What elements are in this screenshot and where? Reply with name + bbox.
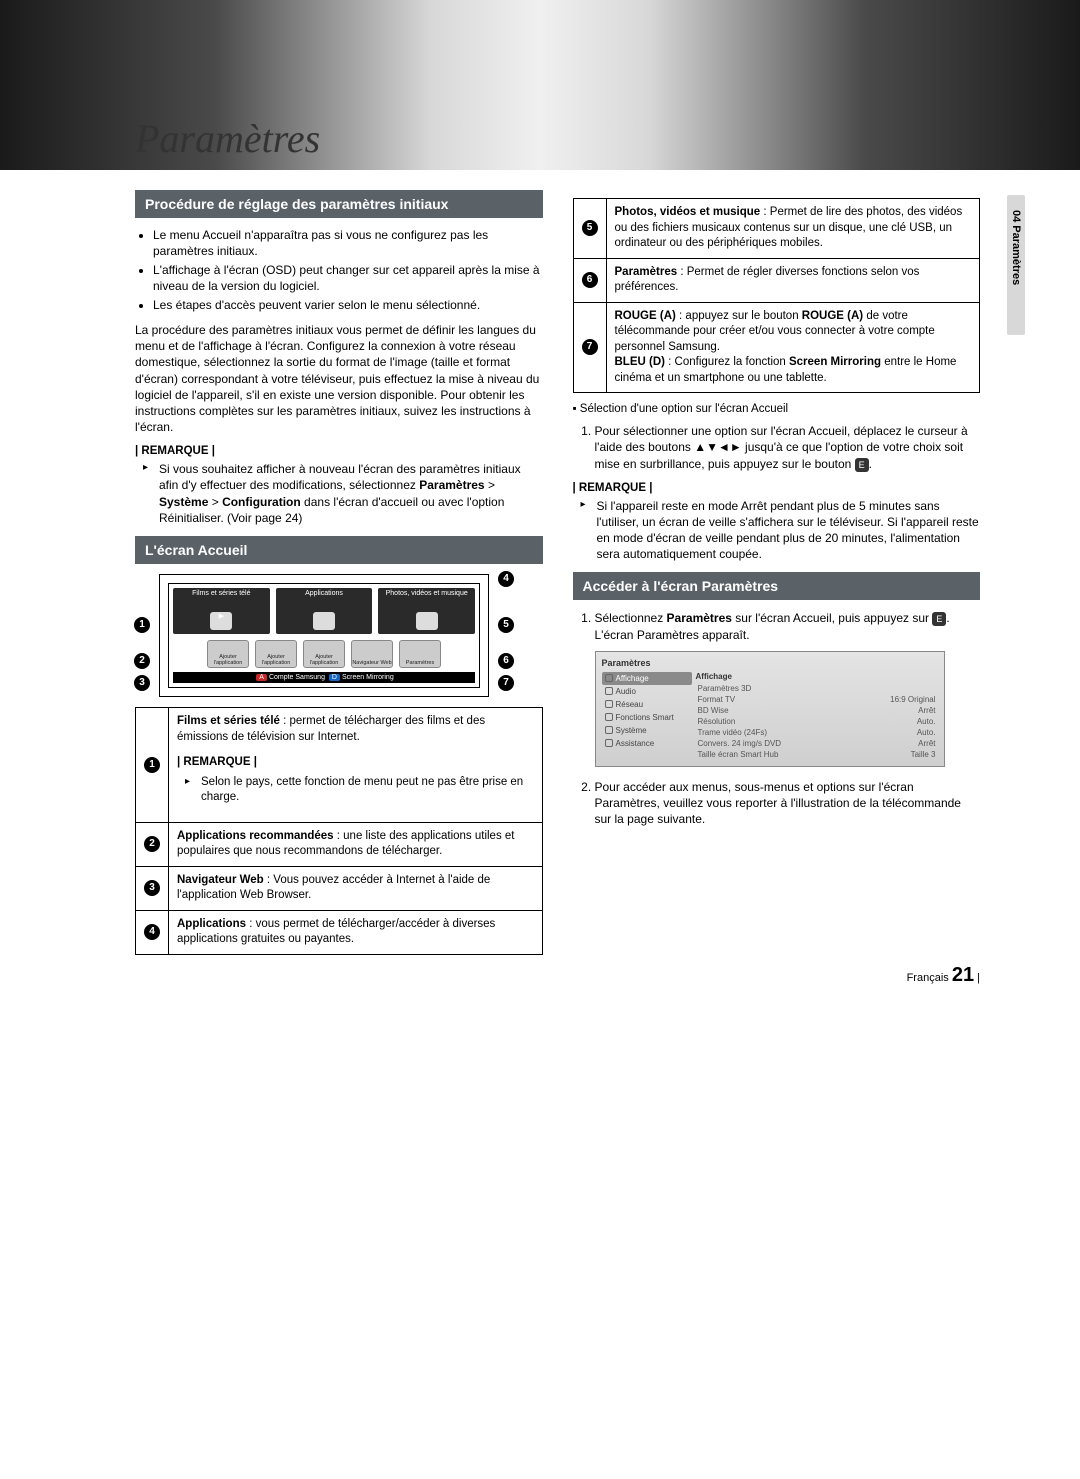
- section1-title: Procédure de réglage des paramètres init…: [135, 190, 543, 218]
- row-desc: Applications : vous permet de télécharge…: [169, 910, 543, 954]
- value-row: BD WiseArrêt: [696, 705, 938, 716]
- row-desc: ROUGE (A) : appuyez sur le bouton ROUGE …: [606, 302, 980, 393]
- row-num: 7: [582, 339, 598, 355]
- diagram-tile-films: Films et séries télé▶: [173, 588, 270, 634]
- section3-title: Accéder à l'écran Paramètres: [573, 572, 981, 600]
- network-icon: [605, 700, 613, 708]
- row-num: 1: [144, 757, 160, 773]
- diagram-tile-media: Photos, vidéos et musique: [378, 588, 475, 634]
- menu-item: Fonctions Smart: [602, 711, 692, 724]
- menu-item: Assistance: [602, 737, 692, 750]
- value-row: Taille écran Smart HubTaille 3: [696, 749, 938, 760]
- remark-list: Si l'appareil reste en mode Arrêt pendan…: [573, 498, 981, 563]
- selection-steps: Pour sélectionner une option sur l'écran…: [573, 423, 981, 472]
- access-steps: Sélectionnez Paramètres sur l'écran Accu…: [573, 610, 981, 642]
- callout-4: 4: [498, 571, 514, 587]
- bullet: Les étapes d'accès peuvent varier selon …: [153, 298, 543, 314]
- smart-icon: [605, 713, 613, 721]
- diagram-bottom-bar: ACompte Samsung DScreen Mirroring: [173, 672, 475, 683]
- callout-7: 7: [498, 675, 514, 691]
- section1-bullets: Le menu Accueil n'apparaîtra pas si vous…: [135, 228, 543, 314]
- enter-icon: E: [932, 612, 946, 626]
- remark-item: Si vous souhaitez afficher à nouveau l'é…: [149, 461, 543, 526]
- screenshot-values: Affichage Paramètres 3D Format TV16:9 Or…: [696, 672, 938, 760]
- enter-icon: E: [855, 458, 869, 472]
- value-row: Paramètres 3D: [696, 683, 938, 694]
- selection-subtitle: ▪ Sélection d'une option sur l'écran Acc…: [573, 403, 981, 415]
- remark-list: Si vous souhaitez afficher à nouveau l'é…: [135, 461, 543, 526]
- bullet: L'affichage à l'écran (OSD) peut changer…: [153, 263, 543, 294]
- display-icon: [605, 674, 613, 682]
- home-screen-diagram: 1 2 3 4 5 6 7 Films et séries télé▶ Appl…: [159, 574, 489, 697]
- assist-icon: [605, 739, 613, 747]
- left-column: Procédure de réglage des paramètres init…: [135, 190, 543, 955]
- value-row: Convers. 24 img/s DVDArrêt: [696, 738, 938, 749]
- system-icon: [605, 726, 613, 734]
- row-desc: Photos, vidéos et musique : Permet de li…: [606, 199, 980, 259]
- remark-label: | REMARQUE |: [573, 482, 981, 494]
- callout-3: 3: [134, 675, 150, 691]
- row-desc: Films et séries télé : permet de télécha…: [169, 708, 543, 823]
- row-num: 4: [144, 924, 160, 940]
- value-row: Format TV16:9 Original: [696, 694, 938, 705]
- apps-icon: [313, 612, 335, 630]
- value-row: RésolutionAuto.: [696, 716, 938, 727]
- bullet: Le menu Accueil n'apparaîtra pas si vous…: [153, 228, 543, 259]
- row-desc: Applications recommandées : une liste de…: [169, 822, 543, 866]
- page-title: Paramètres: [135, 115, 320, 162]
- remark-label: | REMARQUE |: [135, 445, 543, 457]
- access-steps-cont: Pour accéder aux menus, sous-menus et op…: [573, 779, 981, 828]
- section2-title: L'écran Accueil: [135, 536, 543, 564]
- small-tile: Ajouter l'application: [303, 640, 345, 668]
- play-icon: ▶: [210, 612, 232, 630]
- callout-5: 5: [498, 617, 514, 633]
- step-item: Pour sélectionner une option sur l'écran…: [595, 423, 981, 472]
- home-items-table: 1 Films et séries télé : permet de téléch…: [135, 707, 543, 955]
- remark-item: Si l'appareil reste en mode Arrêt pendan…: [587, 498, 981, 563]
- page-header: Paramètres: [0, 0, 1080, 170]
- section1-paragraph: La procédure des paramètres initiaux vou…: [135, 322, 543, 435]
- row-num: 6: [582, 272, 598, 288]
- row-num: 2: [144, 836, 160, 852]
- diagram-tile-apps: Applications: [276, 588, 373, 634]
- menu-item: Audio: [602, 685, 692, 698]
- row-desc: Navigateur Web : Vous pouvez accéder à I…: [169, 866, 543, 910]
- screenshot-menu: Affichage Audio Réseau Fonctions Smart S…: [602, 672, 692, 760]
- menu-item: Système: [602, 724, 692, 737]
- right-column: 5 Photos, vidéos et musique : Permet de l…: [573, 190, 981, 955]
- panel-title: Affichage: [696, 672, 938, 681]
- small-tile-settings: Paramètres: [399, 640, 441, 668]
- settings-screenshot: Paramètres Affichage Audio Réseau Foncti…: [595, 651, 945, 767]
- callout-6: 6: [498, 653, 514, 669]
- audio-icon: [605, 687, 613, 695]
- page-footer: Français 21 |: [907, 964, 980, 987]
- row-desc: Paramètres : Permet de régler diverses f…: [606, 258, 980, 302]
- media-icon: [416, 612, 438, 630]
- home-items-table-cont: 5 Photos, vidéos et musique : Permet de l…: [573, 198, 981, 393]
- small-tile: Ajouter l'application: [207, 640, 249, 668]
- small-tile: Ajouter l'application: [255, 640, 297, 668]
- value-row: Trame vidéo (24Fs)Auto.: [696, 727, 938, 738]
- menu-item: Affichage: [602, 672, 692, 685]
- screenshot-title: Paramètres: [602, 658, 938, 668]
- row-num: 5: [582, 220, 598, 236]
- callout-2: 2: [134, 653, 150, 669]
- step-item: Pour accéder aux menus, sous-menus et op…: [595, 779, 981, 828]
- callout-1: 1: [134, 617, 150, 633]
- row-num: 3: [144, 880, 160, 896]
- step-item: Sélectionnez Paramètres sur l'écran Accu…: [595, 610, 981, 642]
- small-tile-browser: Navigateur Web: [351, 640, 393, 668]
- menu-item: Réseau: [602, 698, 692, 711]
